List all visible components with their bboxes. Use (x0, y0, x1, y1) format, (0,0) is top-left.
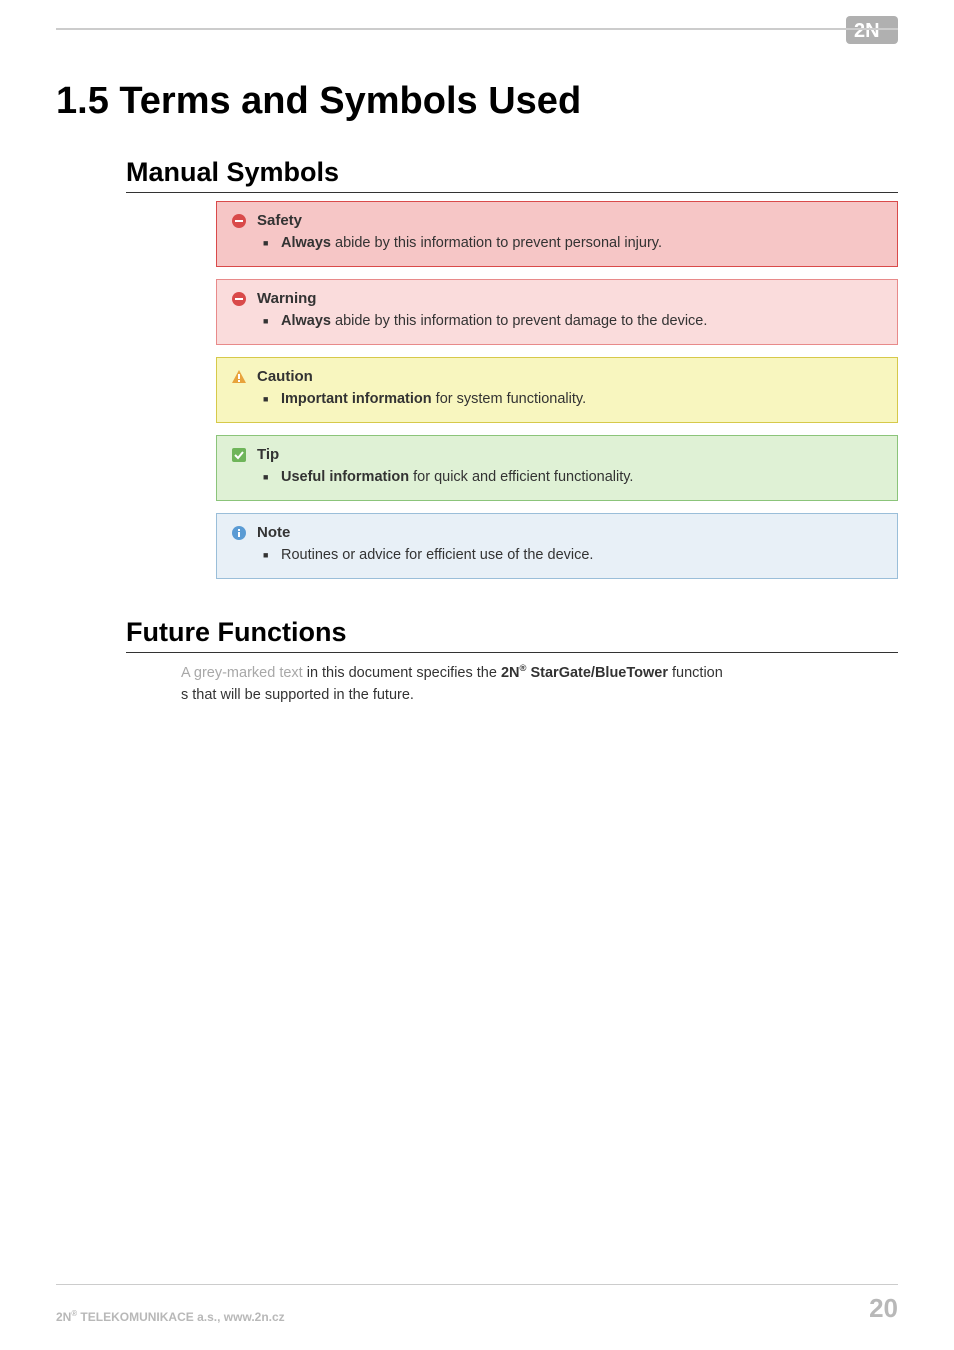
warning-title: Warning (257, 290, 316, 307)
grey-marked-text: A grey-marked text (181, 665, 303, 681)
warning-box: Warning Always abide by this information… (216, 279, 898, 345)
check-square-icon (231, 447, 247, 463)
warning-text: Always abide by this information to prev… (281, 311, 881, 332)
note-title: Note (257, 524, 290, 541)
brand-logo: 2N (846, 16, 898, 44)
note-text: Routines or advice for efficient use of … (281, 545, 881, 566)
tip-text: Useful information for quick and efficie… (281, 467, 881, 488)
section-future-functions: Future Functions (126, 617, 898, 653)
minus-circle-icon (231, 291, 247, 307)
tip-title: Tip (257, 446, 279, 463)
footer-company: 2N® TELEKOMUNIKACE a.s., www.2n.cz (56, 1309, 285, 1324)
caution-title: Caution (257, 368, 313, 385)
section-manual-symbols: Manual Symbols (126, 157, 898, 193)
safety-text: Always abide by this information to prev… (281, 233, 881, 254)
future-functions-text: A grey-marked text in this document spec… (181, 661, 898, 706)
symbol-boxes: Safety Always abide by this information … (216, 201, 898, 579)
caution-text: Important information for system functio… (281, 389, 881, 410)
minus-circle-icon (231, 213, 247, 229)
note-box: Note Routines or advice for efficient us… (216, 513, 898, 579)
safety-box: Safety Always abide by this information … (216, 201, 898, 267)
page-number: 20 (869, 1293, 898, 1324)
page-title: 1.5 Terms and Symbols Used (56, 80, 898, 123)
safety-title: Safety (257, 212, 302, 229)
page-footer: 2N® TELEKOMUNIKACE a.s., www.2n.cz 20 (56, 1284, 898, 1324)
info-circle-icon (231, 525, 247, 541)
tip-box: Tip Useful information for quick and eff… (216, 435, 898, 501)
header-rule (56, 28, 898, 30)
logo-text: 2N (854, 20, 880, 42)
warn-triangle-icon (231, 369, 247, 385)
caution-box: Caution Important information for system… (216, 357, 898, 423)
